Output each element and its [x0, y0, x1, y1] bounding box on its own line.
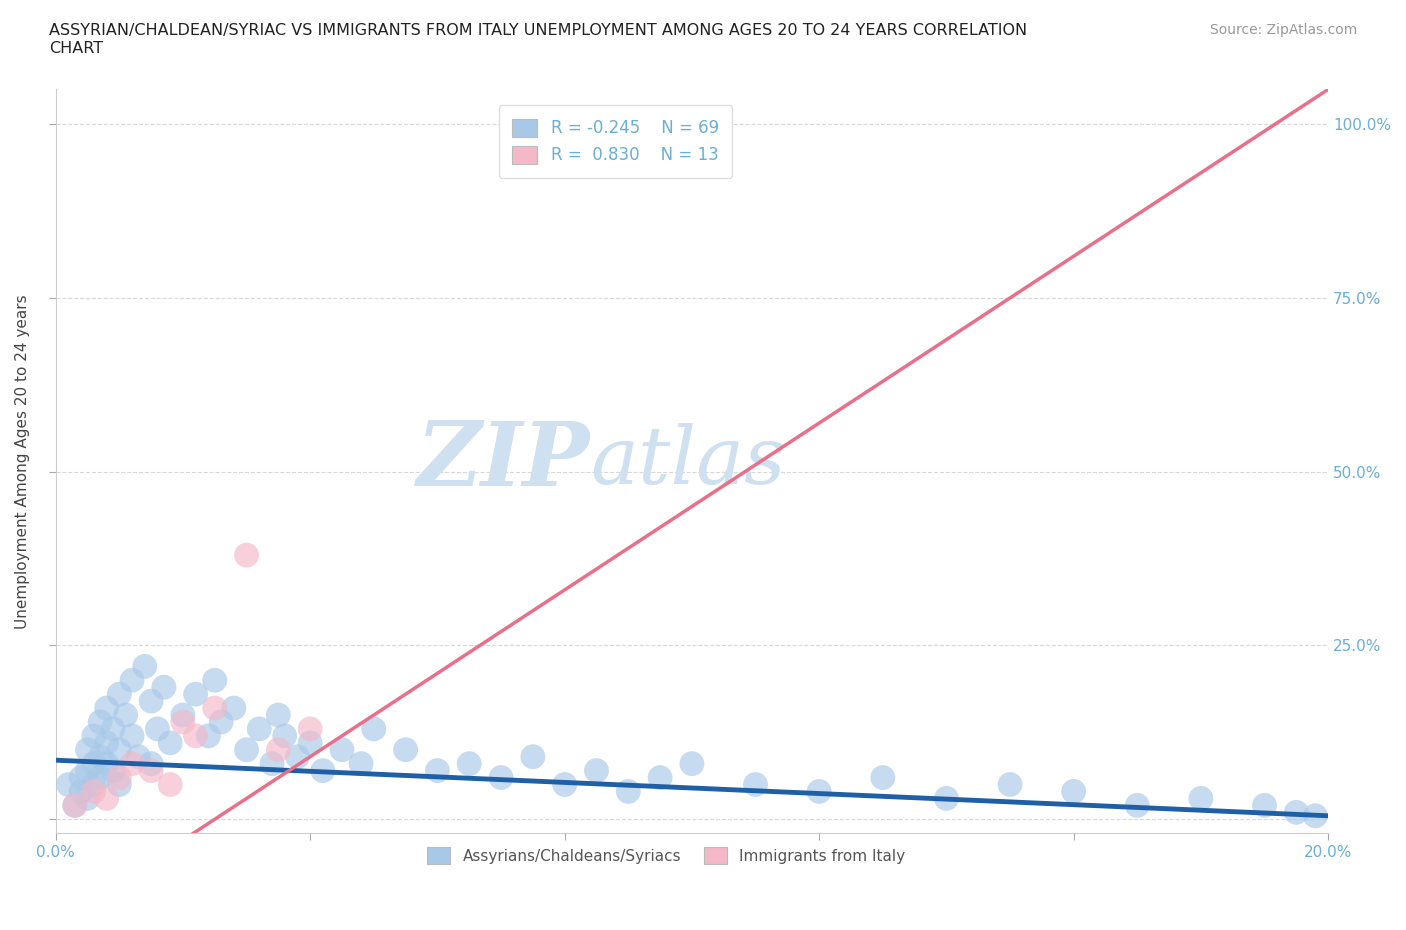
- Legend: Assyrians/Chaldeans/Syriacs, Immigrants from Italy: Assyrians/Chaldeans/Syriacs, Immigrants …: [422, 842, 911, 870]
- Point: [76, 791, 98, 806]
- Point: [108, 742, 131, 757]
- Point: [872, 770, 894, 785]
- Point: [299, 736, 322, 751]
- Point: [287, 750, 309, 764]
- Point: [1285, 804, 1308, 819]
- Point: [681, 756, 703, 771]
- Point: [247, 722, 270, 737]
- Point: [222, 700, 245, 715]
- Point: [426, 764, 449, 778]
- Point: [274, 728, 297, 743]
- Point: [935, 791, 957, 806]
- Point: [312, 764, 335, 778]
- Point: [172, 714, 194, 729]
- Point: [299, 722, 322, 737]
- Point: [121, 756, 143, 771]
- Point: [648, 770, 671, 785]
- Point: [70, 784, 93, 799]
- Point: [204, 672, 226, 687]
- Point: [114, 708, 136, 723]
- Point: [585, 764, 607, 778]
- Point: [96, 700, 118, 715]
- Point: [108, 777, 131, 792]
- Point: [101, 764, 124, 778]
- Point: [350, 756, 373, 771]
- Point: [235, 742, 257, 757]
- Point: [108, 770, 131, 785]
- Point: [96, 736, 118, 751]
- Point: [184, 728, 207, 743]
- Point: [121, 728, 143, 743]
- Point: [744, 777, 766, 792]
- Point: [127, 750, 149, 764]
- Point: [458, 756, 481, 771]
- Point: [139, 756, 162, 771]
- Point: [101, 722, 124, 737]
- Point: [159, 777, 181, 792]
- Point: [76, 742, 98, 757]
- Point: [1253, 798, 1275, 813]
- Point: [70, 770, 93, 785]
- Point: [808, 784, 831, 799]
- Point: [89, 770, 111, 785]
- Point: [139, 764, 162, 778]
- Point: [394, 742, 416, 757]
- Point: [96, 791, 118, 806]
- Point: [204, 700, 226, 715]
- Point: [267, 742, 290, 757]
- Point: [96, 756, 118, 771]
- Point: [121, 672, 143, 687]
- Point: [1305, 808, 1327, 823]
- Point: [83, 756, 105, 771]
- Point: [489, 770, 512, 785]
- Point: [522, 750, 544, 764]
- Point: [235, 548, 257, 563]
- Point: [267, 708, 290, 723]
- Point: [58, 777, 80, 792]
- Point: [209, 714, 232, 729]
- Point: [63, 798, 86, 813]
- Point: [63, 798, 86, 813]
- Point: [330, 742, 353, 757]
- Point: [617, 784, 640, 799]
- Point: [139, 694, 162, 709]
- Point: [363, 722, 385, 737]
- Point: [134, 659, 156, 674]
- Point: [83, 784, 105, 799]
- Point: [554, 777, 576, 792]
- Point: [76, 764, 98, 778]
- Y-axis label: Unemployment Among Ages 20 to 24 years: Unemployment Among Ages 20 to 24 years: [15, 294, 30, 629]
- Text: atlas: atlas: [591, 422, 786, 500]
- Point: [108, 686, 131, 701]
- Point: [146, 722, 169, 737]
- Point: [1189, 791, 1212, 806]
- Point: [172, 708, 194, 723]
- Point: [1126, 798, 1149, 813]
- Point: [197, 728, 219, 743]
- Point: [89, 750, 111, 764]
- Text: ZIP: ZIP: [416, 418, 591, 505]
- Point: [260, 756, 283, 771]
- Point: [998, 777, 1021, 792]
- Text: ASSYRIAN/CHALDEAN/SYRIAC VS IMMIGRANTS FROM ITALY UNEMPLOYMENT AMONG AGES 20 TO : ASSYRIAN/CHALDEAN/SYRIAC VS IMMIGRANTS F…: [49, 23, 1028, 56]
- Point: [83, 777, 105, 792]
- Point: [159, 736, 181, 751]
- Point: [153, 680, 176, 695]
- Point: [1063, 784, 1085, 799]
- Point: [184, 686, 207, 701]
- Point: [89, 714, 111, 729]
- Text: Source: ZipAtlas.com: Source: ZipAtlas.com: [1209, 23, 1357, 37]
- Point: [83, 728, 105, 743]
